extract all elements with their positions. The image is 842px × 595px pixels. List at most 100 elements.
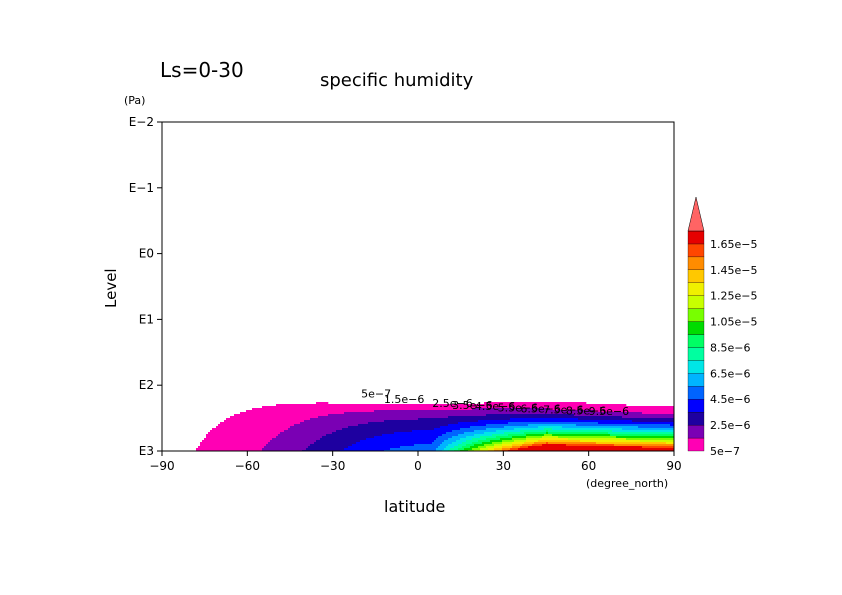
contour-cell (616, 404, 619, 407)
contour-cell (552, 440, 555, 443)
contour-cell (234, 446, 237, 449)
contour-cell (536, 442, 539, 445)
contour-cell (428, 430, 431, 433)
contour-cell (414, 404, 417, 407)
contour-cell (270, 422, 273, 425)
contour-cell (532, 440, 535, 443)
contour-cell (288, 420, 291, 423)
contour-cell (584, 402, 587, 405)
contour-cell (554, 412, 557, 415)
contour-cell (570, 412, 573, 415)
contour-cell (420, 428, 423, 431)
contour-cell (530, 440, 533, 443)
contour-cell (612, 404, 615, 407)
contour-cell (472, 428, 475, 431)
contour-cell (362, 406, 365, 409)
contour-cell (594, 414, 597, 417)
contour-cell (244, 430, 247, 433)
contour-cell (310, 408, 313, 411)
contour-cell (204, 448, 207, 451)
contour-cell (414, 440, 417, 443)
contour-cell (386, 418, 389, 421)
contour-cell (216, 432, 219, 435)
contour-cell (342, 428, 345, 431)
contour-cell (440, 446, 443, 449)
contour-cell (238, 418, 241, 421)
contour-cell (406, 430, 409, 433)
contour-cell (458, 418, 461, 421)
contour-cell (470, 404, 473, 407)
contour-cell (386, 436, 389, 439)
contour-cell (490, 440, 493, 443)
contour-cell (304, 444, 307, 447)
contour-cell (206, 444, 209, 447)
contour-cell (542, 434, 545, 437)
contour-cell (394, 414, 397, 417)
contour-cell (598, 408, 601, 411)
contour-cell (412, 434, 415, 437)
contour-cell (358, 428, 361, 431)
contour-cell (268, 432, 271, 435)
contour-cell (338, 428, 341, 431)
contour-cell (588, 434, 591, 437)
contour-cell (354, 404, 357, 407)
contour-cell (442, 444, 445, 447)
contour-cell (402, 420, 405, 423)
contour-cell (554, 420, 557, 423)
contour-cell (532, 426, 535, 429)
contour-cell (440, 410, 443, 413)
contour-cell (410, 412, 413, 415)
contour-cell (540, 438, 543, 441)
contour-cell (574, 404, 577, 407)
contour-cell (566, 430, 569, 433)
contour-cell (380, 438, 383, 441)
contour-cell (440, 420, 443, 423)
contour-cell (614, 416, 617, 419)
contour-cell (308, 442, 311, 445)
contour-cell (616, 444, 619, 447)
contour-cell (290, 412, 293, 415)
contour-cell (418, 412, 421, 415)
contour-cell (254, 448, 257, 451)
contour-cell (410, 414, 413, 417)
contour-cell (422, 432, 425, 435)
contour-cell (578, 424, 581, 427)
contour-cell (224, 444, 227, 447)
contour-cell (518, 416, 521, 419)
contour-cell (242, 414, 245, 417)
contour-cell (584, 446, 587, 449)
contour-cell (604, 416, 607, 419)
contour-cell (258, 410, 261, 413)
contour-cell (274, 414, 277, 417)
contour-cell (572, 406, 575, 409)
contour-cell (464, 418, 467, 421)
contour-cell (478, 448, 481, 451)
contour-cell (614, 448, 617, 451)
contour-cell (388, 416, 391, 419)
contour-cell (564, 426, 567, 429)
contour-cell (570, 408, 573, 411)
contour-cell (616, 424, 619, 427)
contour-cell (442, 426, 445, 429)
contour-cell (610, 434, 613, 437)
contour-cell (242, 434, 245, 437)
contour-cell (470, 428, 473, 431)
contour-cell (316, 410, 319, 413)
contour-cell (544, 412, 547, 415)
contour-cell (378, 438, 381, 441)
contour-cell (578, 404, 581, 407)
contour-cell (396, 430, 399, 433)
contour-cell (560, 416, 563, 419)
contour-cell (502, 428, 505, 431)
contour-cell (474, 412, 477, 415)
contour-cell (442, 442, 445, 445)
contour-cell (488, 434, 491, 437)
contour-cell (374, 426, 377, 429)
contour-cell (210, 442, 213, 445)
contour-cell (362, 438, 365, 441)
contour-cell (264, 426, 267, 429)
contour-cell (562, 436, 565, 439)
contour-cell (250, 440, 253, 443)
contour-cell (328, 416, 331, 419)
contour-cell (614, 442, 617, 445)
